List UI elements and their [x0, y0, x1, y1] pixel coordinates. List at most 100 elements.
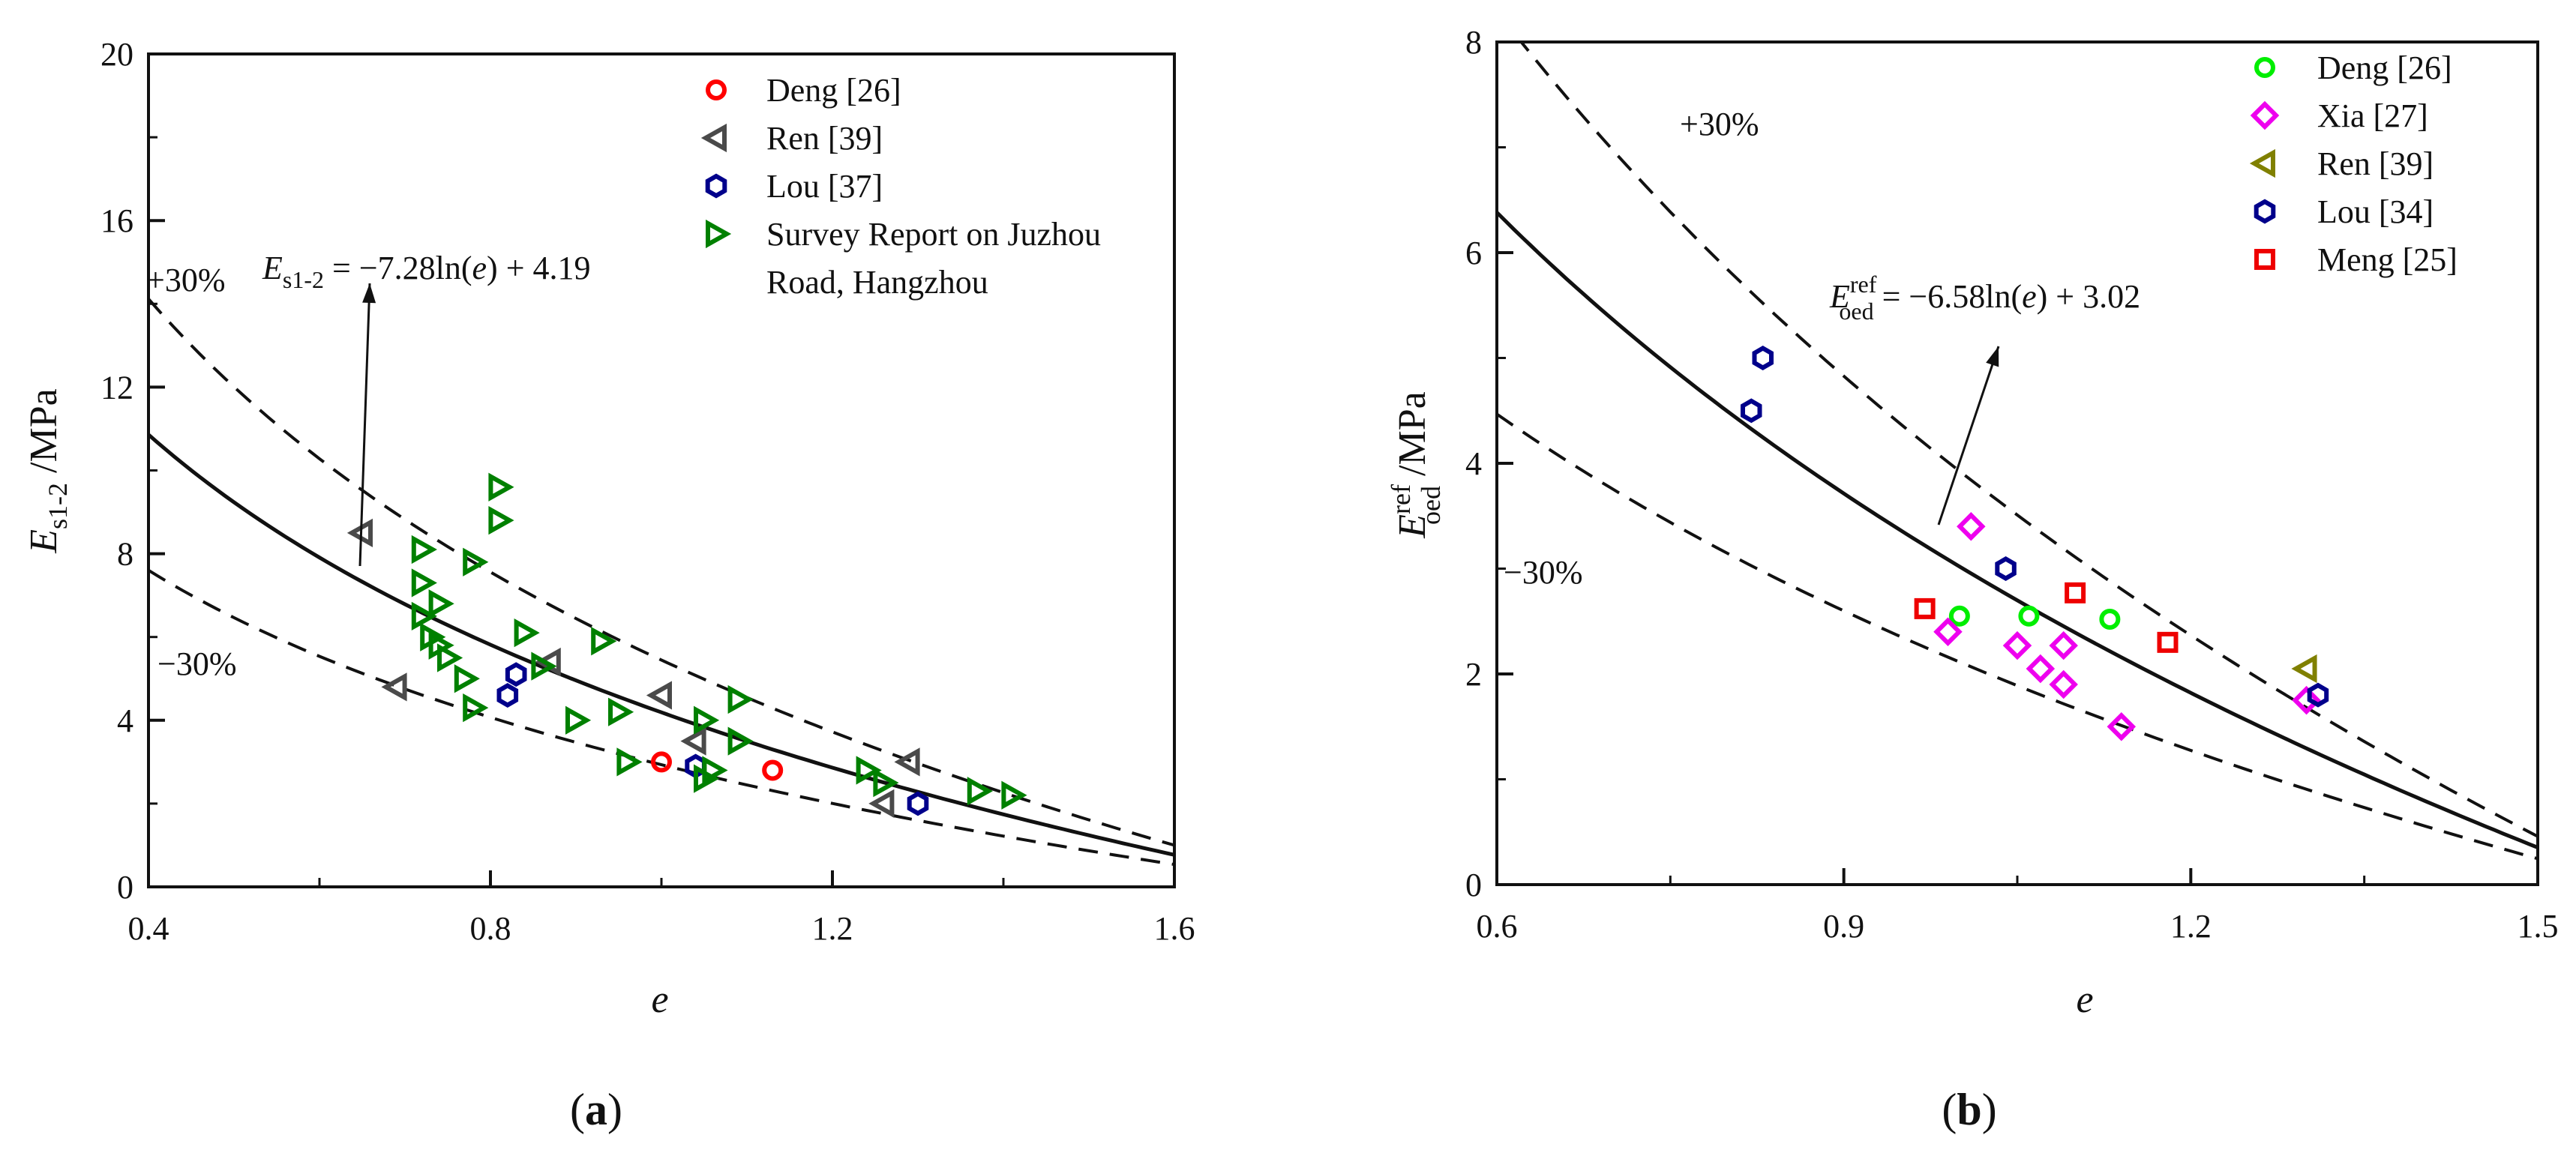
x-axis-label: e [651, 978, 668, 1021]
y-axis-label: Erefoed /MPa [1386, 391, 1446, 538]
data-point [411, 568, 437, 597]
data-point [1995, 556, 2017, 581]
data-point [591, 627, 617, 656]
series-meng-25- [1914, 582, 2179, 653]
legend-marker [2254, 57, 2275, 78]
minus-30-label: −30% [157, 645, 236, 682]
equation-arrow-head [362, 283, 376, 304]
plus-30-label: +30% [146, 262, 225, 298]
y-tick-label: 0 [117, 869, 133, 906]
legend-label: Lou [34] [2317, 193, 2434, 230]
data-point [463, 693, 489, 723]
data-point [646, 681, 672, 710]
equation-arrow [1937, 346, 2000, 526]
data-point [2065, 582, 2086, 603]
fit-curves [1497, 42, 2538, 861]
legend-marker [2250, 100, 2280, 130]
x-tick-label: 0.4 [128, 910, 169, 947]
data-point [1741, 398, 1762, 424]
series-deng-26- [651, 751, 784, 781]
lower-bound-curve [148, 568, 1174, 867]
legend-label: Road, Hangzhou [766, 264, 988, 301]
data-point [411, 535, 437, 565]
data-point [488, 472, 514, 502]
legend-marker [700, 123, 727, 153]
data-point [608, 697, 634, 726]
legend: Deng [26] Ren [39] Lou [37] Survey Report o… [700, 72, 1101, 301]
data-point [2307, 682, 2329, 708]
legend-marker [2254, 199, 2276, 224]
data-point [1933, 617, 1963, 647]
x-tick-label: 0.6 [1477, 908, 1518, 945]
chart-panel-a: 0.4 0.8 1.2 1.6 0 4 8 12 16 20 e Es1-2 /MPa Deng [26… [22, 36, 1195, 1134]
data-point [2107, 712, 2137, 741]
x-tick-label: 1.2 [2170, 908, 2212, 945]
upper-bound-curve [148, 298, 1174, 847]
data-point [1948, 605, 1970, 627]
fit-equation: Es1-2 = −7.28ln(e) + 4.19 [262, 250, 591, 293]
x-tick-label: 0.9 [1823, 908, 1864, 945]
data-point [868, 789, 895, 819]
data-point [496, 683, 519, 708]
legend-marker [706, 219, 732, 249]
data-point [488, 506, 514, 535]
y-axis-label: Es1-2 /MPa [22, 388, 73, 553]
data-point [762, 759, 784, 781]
x-tick-label: 1.5 [2518, 908, 2559, 945]
data-point [2018, 605, 2040, 627]
data-point [381, 672, 407, 702]
data-point [907, 791, 929, 816]
data-point [1957, 512, 1986, 541]
data-point [565, 705, 592, 735]
upper-bound-curve [1519, 42, 2538, 838]
legend-label: Xia [27] [2317, 97, 2428, 134]
y-tick-label: 16 [100, 202, 133, 239]
data-point [2026, 654, 2056, 684]
x-tick-label: 1.2 [812, 910, 853, 947]
legend-label: Ren [39] [766, 120, 883, 157]
data-point [514, 618, 540, 648]
data-point [2049, 669, 2078, 699]
legend: Deng [26] Xia [27] Ren [39] Lou [34] Meng [2… [2249, 49, 2458, 278]
data-point [1752, 346, 1774, 370]
data-point [463, 547, 489, 577]
data-point [1914, 597, 1936, 619]
y-tick-label: 20 [100, 36, 133, 73]
lower-bound-curve [1497, 412, 2538, 861]
data-point [694, 705, 720, 735]
data-point [651, 751, 672, 773]
data-point [856, 756, 882, 785]
legend-marker [2249, 148, 2275, 178]
chart-panel-b: 0.6 0.9 1.2 1.5 0 2 4 6 8 e Erefoed /MPa Deng [26] X… [1386, 24, 2559, 1134]
y-tick-label: 4 [117, 702, 133, 739]
equation-arrow-head [1986, 346, 1999, 367]
series-survey-report-on-juzhou-road-hangzhou [411, 472, 1027, 810]
fit-curves [148, 298, 1174, 867]
data-point [727, 726, 754, 756]
data-point [1001, 780, 1027, 810]
data-point [428, 589, 454, 618]
data-point [680, 726, 706, 756]
x-tick-label: 1.6 [1154, 910, 1195, 947]
legend-marker [705, 173, 727, 199]
fit-curve [148, 433, 1174, 857]
legend-label: Ren [39] [2317, 145, 2434, 182]
panel-label: (a) [570, 1085, 622, 1134]
minus-30-label: −30% [1504, 554, 1582, 591]
legend-marker [706, 79, 727, 100]
equation-arrow [358, 283, 371, 567]
y-tick-label: 4 [1465, 445, 1482, 482]
y-tick-label: 12 [100, 369, 133, 406]
data-point [2099, 608, 2121, 630]
data-point [2291, 654, 2317, 684]
data-point [531, 651, 557, 681]
legend-marker [2254, 249, 2275, 270]
series-xia-27- [1933, 512, 2321, 741]
fit-curve [1497, 211, 2538, 849]
y-tick-label: 2 [1465, 656, 1482, 693]
data-point [411, 601, 437, 631]
legend-label: Lou [37] [766, 168, 883, 205]
data-point [2049, 630, 2078, 660]
legend-label: Deng [26] [2317, 49, 2452, 86]
